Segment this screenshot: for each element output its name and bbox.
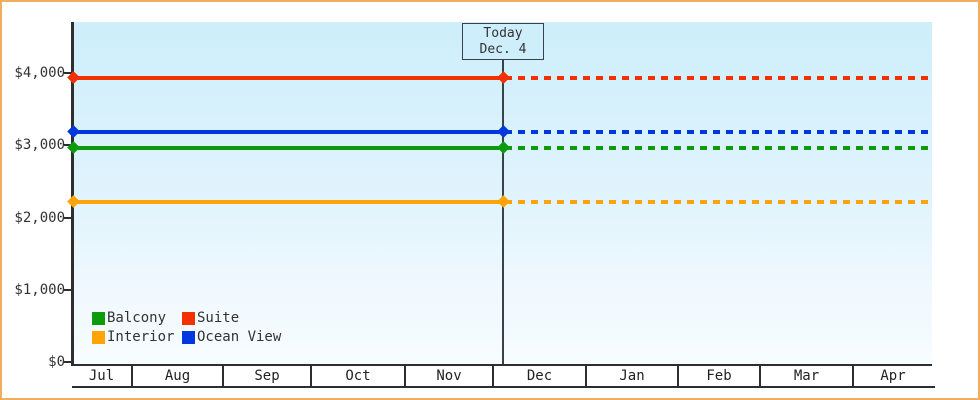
legend: Balcony Suite Interior Ocean View [92,311,281,344]
series-line-dashed-ocean-view [505,129,932,134]
legend-swatch-interior [92,330,105,344]
y-axis-tick [64,288,72,291]
y-axis-tick-label: $4,000 [14,65,65,82]
y-axis-tick [64,72,72,75]
series-line-dashed-suite [505,75,932,80]
series-line-solid-ocean-view [74,129,503,134]
today-annotation-box: Today Dec. 4 [462,23,544,60]
legend-label: Balcony [107,310,167,326]
y-axis-line [71,22,74,366]
series-line-dashed-balcony [505,145,932,150]
series-line-solid-suite [74,75,503,80]
month-cell-aug: Aug [131,366,222,386]
month-cell-sep: Sep [222,366,310,386]
legend-label: Ocean View [197,329,282,345]
legend-label: Interior [107,329,175,345]
month-band-bottom-line [72,386,935,388]
legend-item-balcony: Balcony [92,311,182,325]
legend-swatch-ocean-view [182,330,195,344]
legend-swatch-suite [182,311,195,325]
y-axis-tick [64,361,72,363]
legend-label: Suite [197,310,240,326]
month-cell-nov: Nov [404,366,492,386]
y-axis-tick-label: $2,000 [14,209,65,226]
series-line-dashed-interior [505,199,932,204]
legend-swatch-balcony [92,311,105,325]
y-axis-tick [64,216,72,219]
y-axis-tick-label: $3,000 [14,137,65,154]
legend-item-interior: Interior [92,330,182,344]
today-annotation-line1: Today [483,26,523,41]
y-axis-tick-label: $1,000 [14,281,65,298]
legend-item-ocean-view: Ocean View [182,330,281,344]
legend-item-suite: Suite [182,311,281,325]
month-cell-jan: Jan [585,366,677,386]
month-cell-mar: Mar [759,366,852,386]
today-vertical-line [502,57,504,364]
series-line-solid-balcony [74,145,503,150]
today-annotation-line2: Dec. 4 [479,42,527,57]
month-cell-jul: Jul [88,368,115,384]
month-cell-feb: Feb [677,366,759,386]
series-line-solid-interior [74,199,503,204]
month-cell-dec: Dec [492,366,585,386]
y-axis-tick-label: $0 [48,354,65,370]
x-axis-line [72,364,932,366]
month-cell-apr: Apr [852,366,932,386]
month-cell-oct: Oct [310,366,404,386]
